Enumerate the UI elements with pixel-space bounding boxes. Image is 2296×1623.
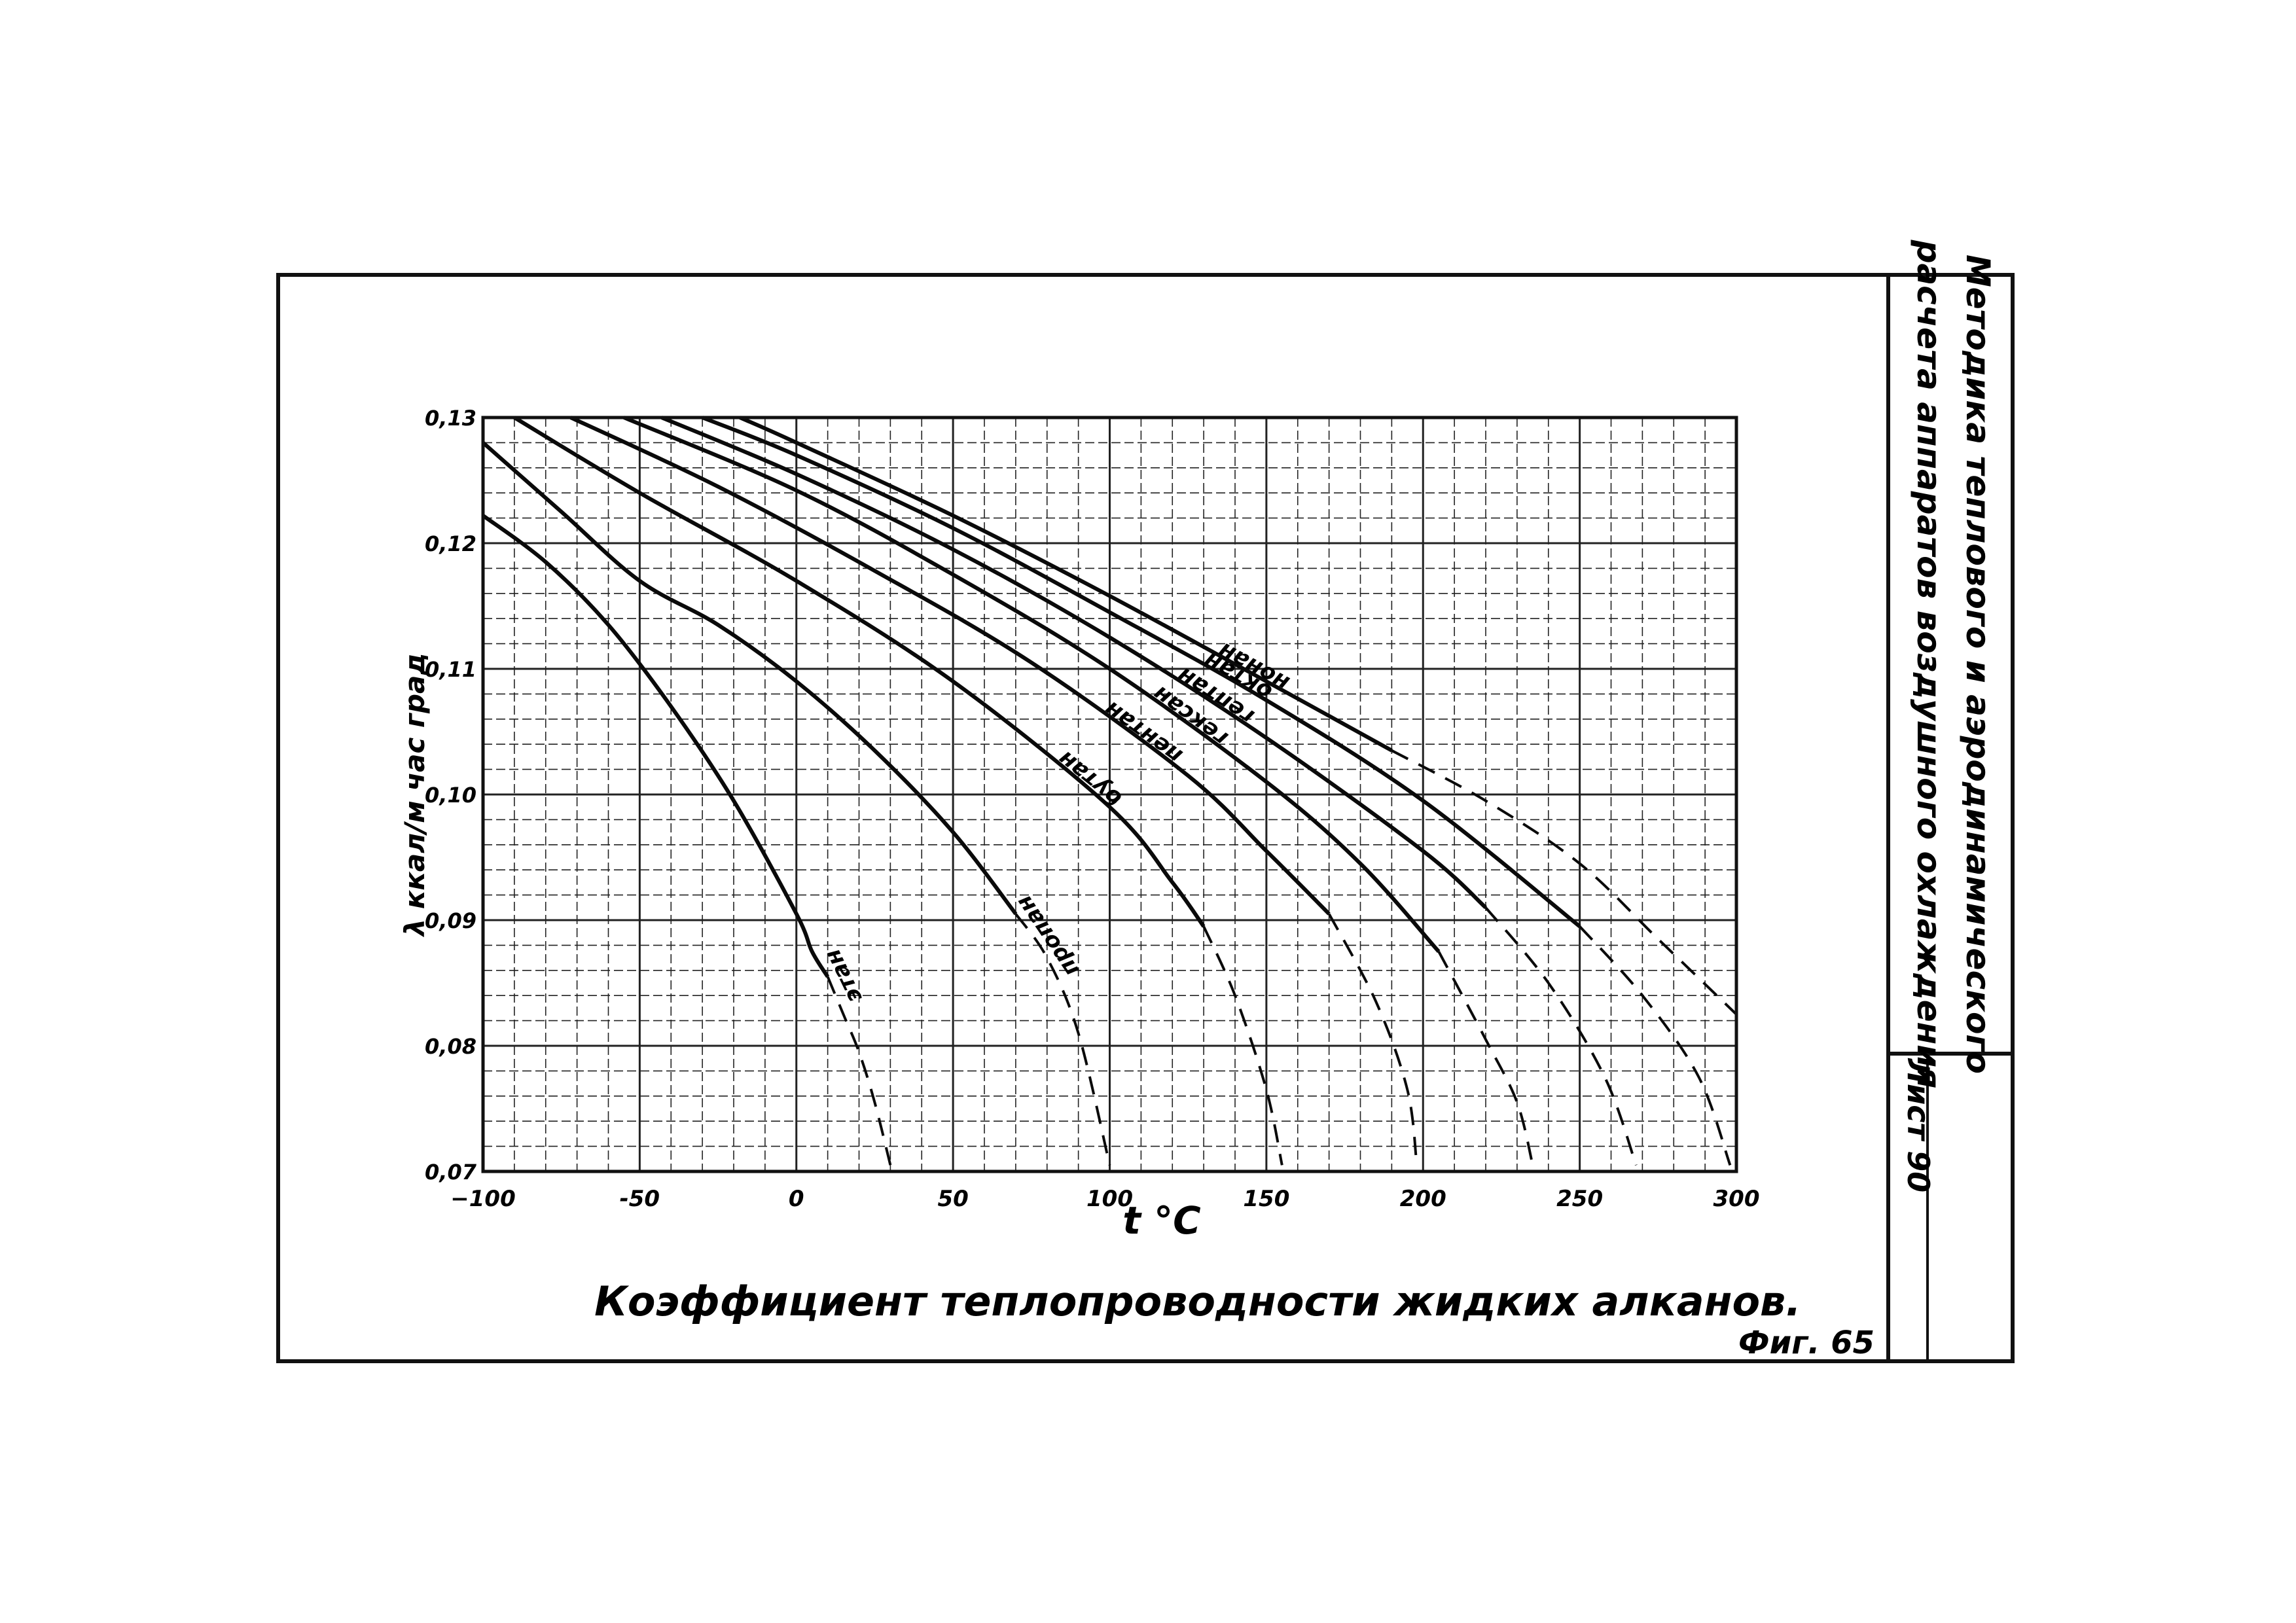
x-tick-label: 150 (1243, 1186, 1289, 1212)
series-line-1 (482, 441, 1018, 916)
sheet-label: Лист 90 (1901, 1058, 1936, 1192)
side-title-line2: расчета аппаратов воздушного охлаждения (1910, 240, 1948, 1089)
x-tick-label: -50 (620, 1186, 660, 1212)
series-line-5 (660, 416, 1488, 910)
x-tick-label: −100 (450, 1186, 515, 1212)
y-tick-label: 0,10 (425, 783, 476, 808)
series-dashed-0 (826, 976, 892, 1166)
series-line-6 (701, 416, 1581, 928)
y-tick-label: 0,09 (425, 908, 476, 933)
x-tick-label: 250 (1556, 1186, 1603, 1212)
x-axis-label: t °C (1122, 1198, 1200, 1243)
outer-frame (276, 273, 2015, 1363)
y-tick-label: 0,07 (425, 1160, 477, 1185)
chart-title: Коэффициент теплопроводности жидких алка… (594, 1277, 1801, 1325)
y-tick-label: 0,11 (425, 657, 476, 682)
series-dashed-4 (1437, 951, 1534, 1166)
plot-frame (481, 416, 1738, 1173)
series-line-4 (623, 416, 1441, 953)
series-dashed-6 (1579, 925, 1732, 1166)
x-tick-label: 200 (1400, 1186, 1446, 1212)
series-dashed-5 (1484, 906, 1638, 1166)
series-line-3 (569, 416, 1331, 916)
y-tick-label: 0,12 (425, 531, 476, 556)
series-dashed-3 (1327, 913, 1418, 1166)
x-tick-label: 300 (1713, 1186, 1760, 1212)
y-tick-label: 0,13 (425, 406, 476, 431)
series-label: бутан (1053, 745, 1126, 812)
figure-label: Фиг. 65 (1738, 1325, 1874, 1361)
series-dashed-1 (1014, 913, 1111, 1166)
x-tick-label: 50 (937, 1186, 968, 1212)
x-tick-label: 100 (1086, 1186, 1133, 1212)
series-dashed-2 (1202, 925, 1283, 1166)
series-line-2 (513, 416, 1206, 928)
y-tick-label: 0,08 (425, 1034, 476, 1059)
series-line-7 (739, 416, 1393, 753)
x-tick-label: 0 (789, 1186, 804, 1212)
series-label: пропан (1011, 891, 1085, 982)
series-dashed-7 (1391, 749, 1738, 1016)
series-line-0 (482, 514, 830, 978)
y-axis-label: λ ккал/м час град (399, 653, 431, 938)
side-title-line1: Методика теплового и аэродинамического (1959, 255, 1997, 1074)
chart-ticks: −100 -50 0 50 100 150 200 250 300 0,07 0,08 0,09 0,1… (425, 406, 1759, 1212)
